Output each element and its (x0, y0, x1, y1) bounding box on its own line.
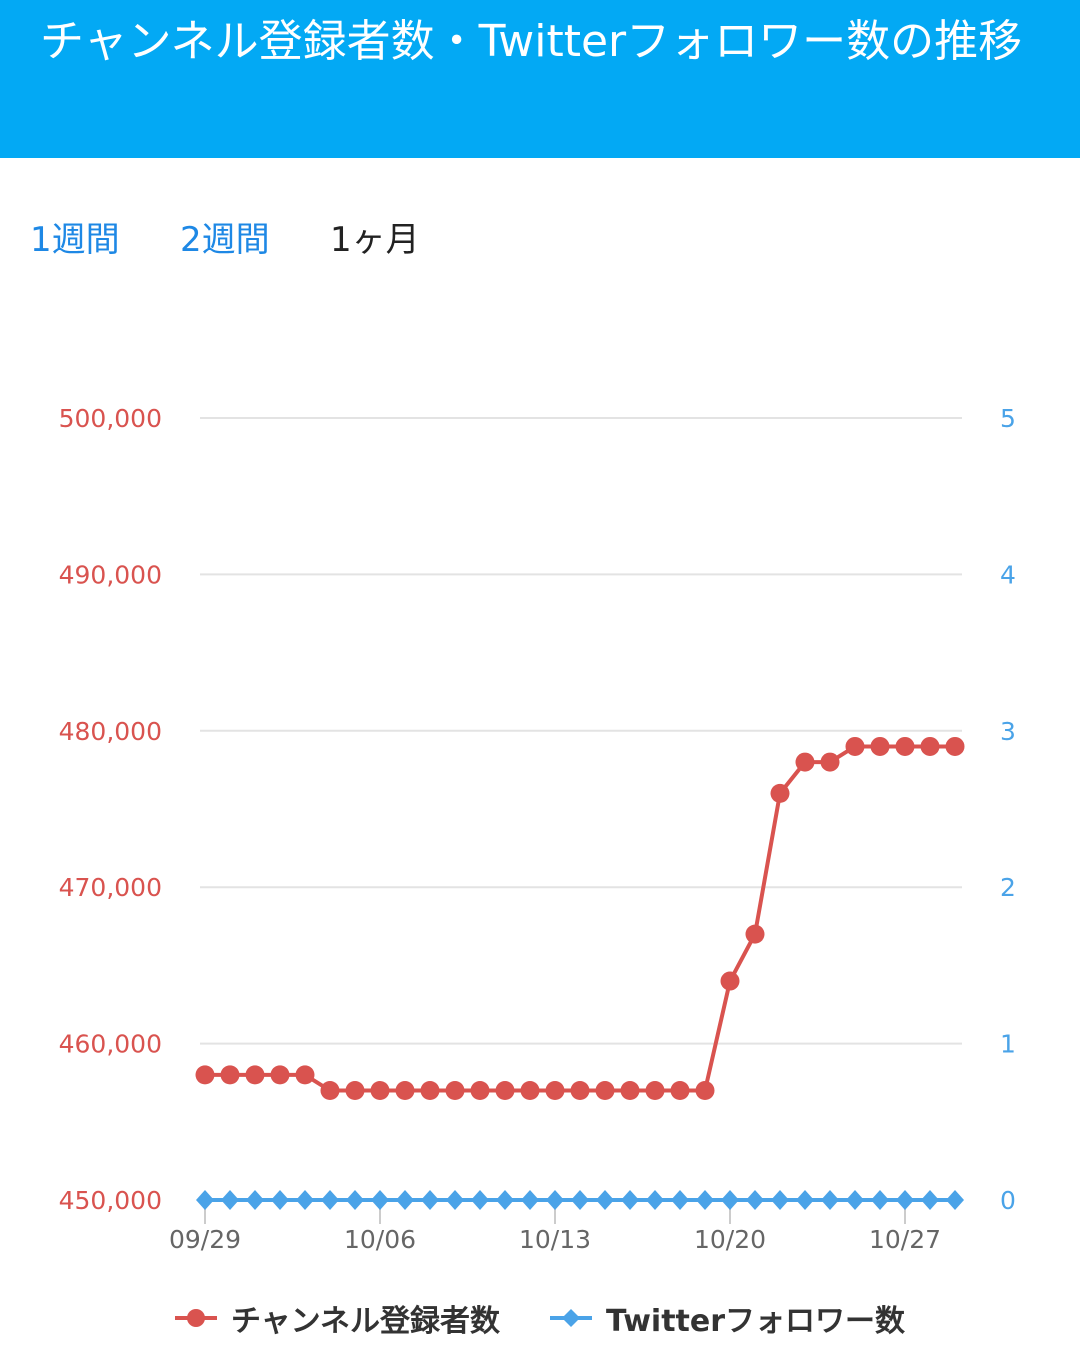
data-point (421, 1190, 439, 1210)
tab-1-month[interactable]: 1ヶ月 (330, 220, 420, 260)
y-left-tick-label: 490,000 (59, 560, 162, 589)
data-point (370, 1081, 390, 1101)
data-point (820, 752, 840, 772)
data-point (396, 1190, 414, 1210)
data-point (420, 1081, 440, 1101)
data-point (721, 1190, 739, 1210)
diamond-marker-icon (550, 1309, 593, 1327)
data-point (670, 1081, 690, 1101)
x-tick-label: 10/27 (869, 1225, 941, 1254)
data-point (346, 1190, 364, 1210)
tab-2-weeks[interactable]: 2週間 (180, 220, 270, 260)
data-point (320, 1081, 340, 1101)
data-point (371, 1190, 389, 1210)
data-point (546, 1190, 564, 1210)
data-point (720, 971, 740, 991)
data-point (471, 1190, 489, 1210)
series-line (205, 744, 955, 1093)
data-point (545, 1081, 565, 1101)
y-left-tick-label: 500,000 (59, 404, 162, 433)
data-point (446, 1190, 464, 1210)
data-point (620, 1081, 640, 1101)
data-point (695, 1081, 715, 1101)
data-point (521, 1190, 539, 1210)
data-point (795, 752, 815, 772)
data-point (245, 1065, 265, 1085)
data-point (871, 1190, 889, 1210)
data-point (520, 1081, 540, 1101)
x-tick-label: 10/06 (344, 1225, 416, 1254)
data-point (671, 1190, 689, 1210)
data-point (246, 1190, 264, 1210)
data-point (221, 1190, 239, 1210)
tab-1-week[interactable]: 1週間 (30, 220, 120, 260)
data-point (321, 1190, 339, 1210)
page-header: チャンネル登録者数・Twitterフォロワー数の推移 (0, 0, 1080, 158)
data-point (395, 1081, 415, 1101)
legend-label: チャンネル登録者数 (230, 1304, 501, 1339)
y-left-tick-label: 450,000 (59, 1186, 162, 1215)
data-point (271, 1190, 289, 1210)
page-title: チャンネル登録者数・Twitterフォロワー数の推移 (40, 16, 1023, 67)
y-right-tick-label: 5 (1000, 404, 1016, 433)
data-point (595, 1081, 615, 1101)
data-point (895, 736, 915, 756)
y-left-tick-label: 480,000 (59, 717, 162, 746)
data-point (920, 736, 940, 756)
x-tick-label: 09/29 (169, 1225, 241, 1254)
data-point (945, 736, 965, 756)
data-point (696, 1190, 714, 1210)
data-point (771, 1190, 789, 1210)
data-point (621, 1190, 639, 1210)
y-right-tick-label: 4 (1000, 560, 1016, 589)
data-point (845, 736, 865, 756)
data-point (570, 1081, 590, 1101)
data-point (220, 1065, 240, 1085)
legend-item-subscribers[interactable]: チャンネル登録者数 (174, 1296, 501, 1340)
y-right-tick-label: 2 (1000, 873, 1016, 902)
circle-marker-icon (174, 1309, 217, 1327)
y-left-tick-label: 460,000 (59, 1030, 162, 1059)
y-left-tick-label: 470,000 (59, 873, 162, 902)
legend-label: Twitterフォロワー数 (606, 1304, 906, 1339)
data-point (296, 1190, 314, 1210)
data-point (195, 1065, 215, 1085)
data-point (295, 1065, 315, 1085)
data-point (745, 924, 765, 944)
legend-item-twitter[interactable]: Twitterフォロワー数 (550, 1296, 905, 1340)
data-point (921, 1190, 939, 1210)
range-tabs: 1週間 2週間 1ヶ月 (30, 212, 480, 261)
data-point (646, 1190, 664, 1210)
data-point (821, 1190, 839, 1210)
data-point (870, 736, 890, 756)
data-point (270, 1065, 290, 1085)
y-right-tick-label: 1 (1000, 1030, 1016, 1059)
data-point (496, 1190, 514, 1210)
data-point (196, 1190, 214, 1210)
legend: チャンネル登録者数 Twitterフォロワー数 (0, 1296, 1080, 1340)
data-point (796, 1190, 814, 1210)
data-point (571, 1190, 589, 1210)
data-point (596, 1190, 614, 1210)
data-point (445, 1081, 465, 1101)
y-right-tick-label: 0 (1000, 1186, 1016, 1215)
data-point (896, 1190, 914, 1210)
x-tick-label: 10/13 (519, 1225, 591, 1254)
data-point (946, 1190, 964, 1210)
data-point (645, 1081, 665, 1101)
data-point (495, 1081, 515, 1101)
data-point (345, 1081, 365, 1101)
line-chart: 450,000 0 460,000 1 470,000 2 480,000 3 490,000 4… (59, 404, 1016, 1254)
data-point (470, 1081, 490, 1101)
y-right-tick-label: 3 (1000, 717, 1016, 746)
data-point (746, 1190, 764, 1210)
x-tick-label: 10/20 (694, 1225, 766, 1254)
data-point (770, 783, 790, 803)
data-point (846, 1190, 864, 1210)
